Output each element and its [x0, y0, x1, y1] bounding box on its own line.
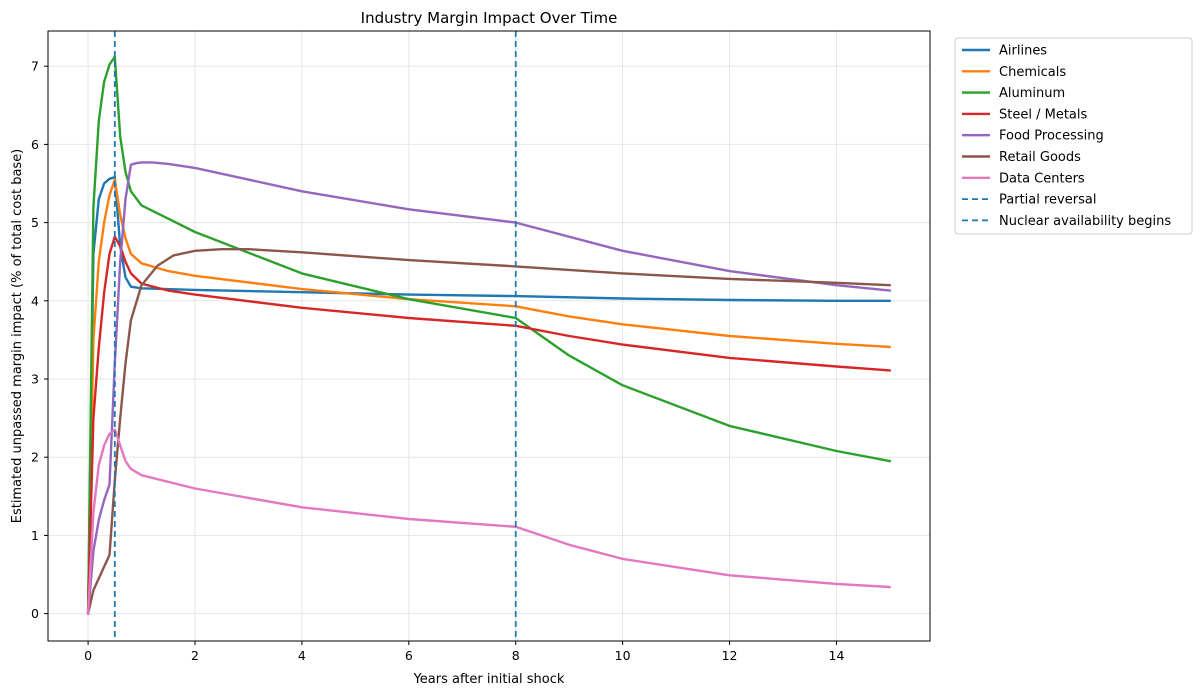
legend-label-partial-reversal: Partial reversal: [999, 193, 1096, 208]
y-tick-label: 3: [31, 372, 39, 387]
legend-label-data-centers: Data Centers: [999, 171, 1085, 186]
legend-label-retail-goods: Retail Goods: [999, 150, 1081, 165]
y-axis-label: Estimated unpassed margin impact (% of t…: [10, 149, 25, 524]
plot-lines: [86, 55, 892, 615]
legend-label-airlines: Airlines: [999, 44, 1047, 59]
y-tick-label: 7: [31, 59, 39, 74]
legend-label-aluminum: Aluminum: [999, 86, 1065, 101]
x-tick-label: 6: [405, 648, 413, 663]
legend: Airlines Chemicals Aluminum Steel / Metals F…: [954, 37, 1193, 235]
x-axis-label: Years after initial shock: [413, 672, 565, 687]
y-tick-label: 5: [31, 215, 39, 230]
y-tick-label: 6: [31, 137, 39, 152]
legend-box: [954, 37, 1193, 235]
x-axis-ticks: 0 2 4 6 8 10 12 14: [84, 641, 844, 663]
legend-label-nuclear-availability-begins: Nuclear availability begins: [999, 214, 1171, 229]
legend-label-food-processing: Food Processing: [999, 129, 1104, 144]
y-tick-label: 4: [31, 293, 39, 308]
series-line-data-centers: [86, 428, 892, 615]
legend-label-steel-metals: Steel / Metals: [999, 107, 1087, 122]
series-line-airlines: [86, 175, 892, 615]
reference-lines: [113, 31, 517, 641]
grid: [48, 31, 930, 641]
chart-title: Industry Margin Impact Over Time: [361, 9, 618, 27]
x-tick-label: 14: [829, 648, 845, 663]
y-tick-label: 1: [31, 528, 39, 543]
y-axis-ticks: 0 1 2 3 4 5 6 7: [31, 59, 48, 621]
series-line-aluminum: [86, 55, 892, 615]
x-tick-label: 2: [191, 648, 199, 663]
x-tick-label: 8: [512, 648, 520, 663]
series-line-retail-goods: [86, 247, 892, 615]
x-tick-label: 10: [615, 648, 631, 663]
x-tick-label: 0: [84, 648, 92, 663]
series-line-food-processing: [86, 161, 892, 615]
plot-frame: [47, 30, 931, 642]
x-tick-label: 4: [298, 648, 306, 663]
x-tick-label: 12: [722, 648, 738, 663]
legend-label-chemicals: Chemicals: [999, 65, 1066, 80]
y-tick-label: 0: [31, 606, 39, 621]
series-line-steel-metals: [86, 235, 892, 615]
y-tick-label: 2: [31, 450, 39, 465]
